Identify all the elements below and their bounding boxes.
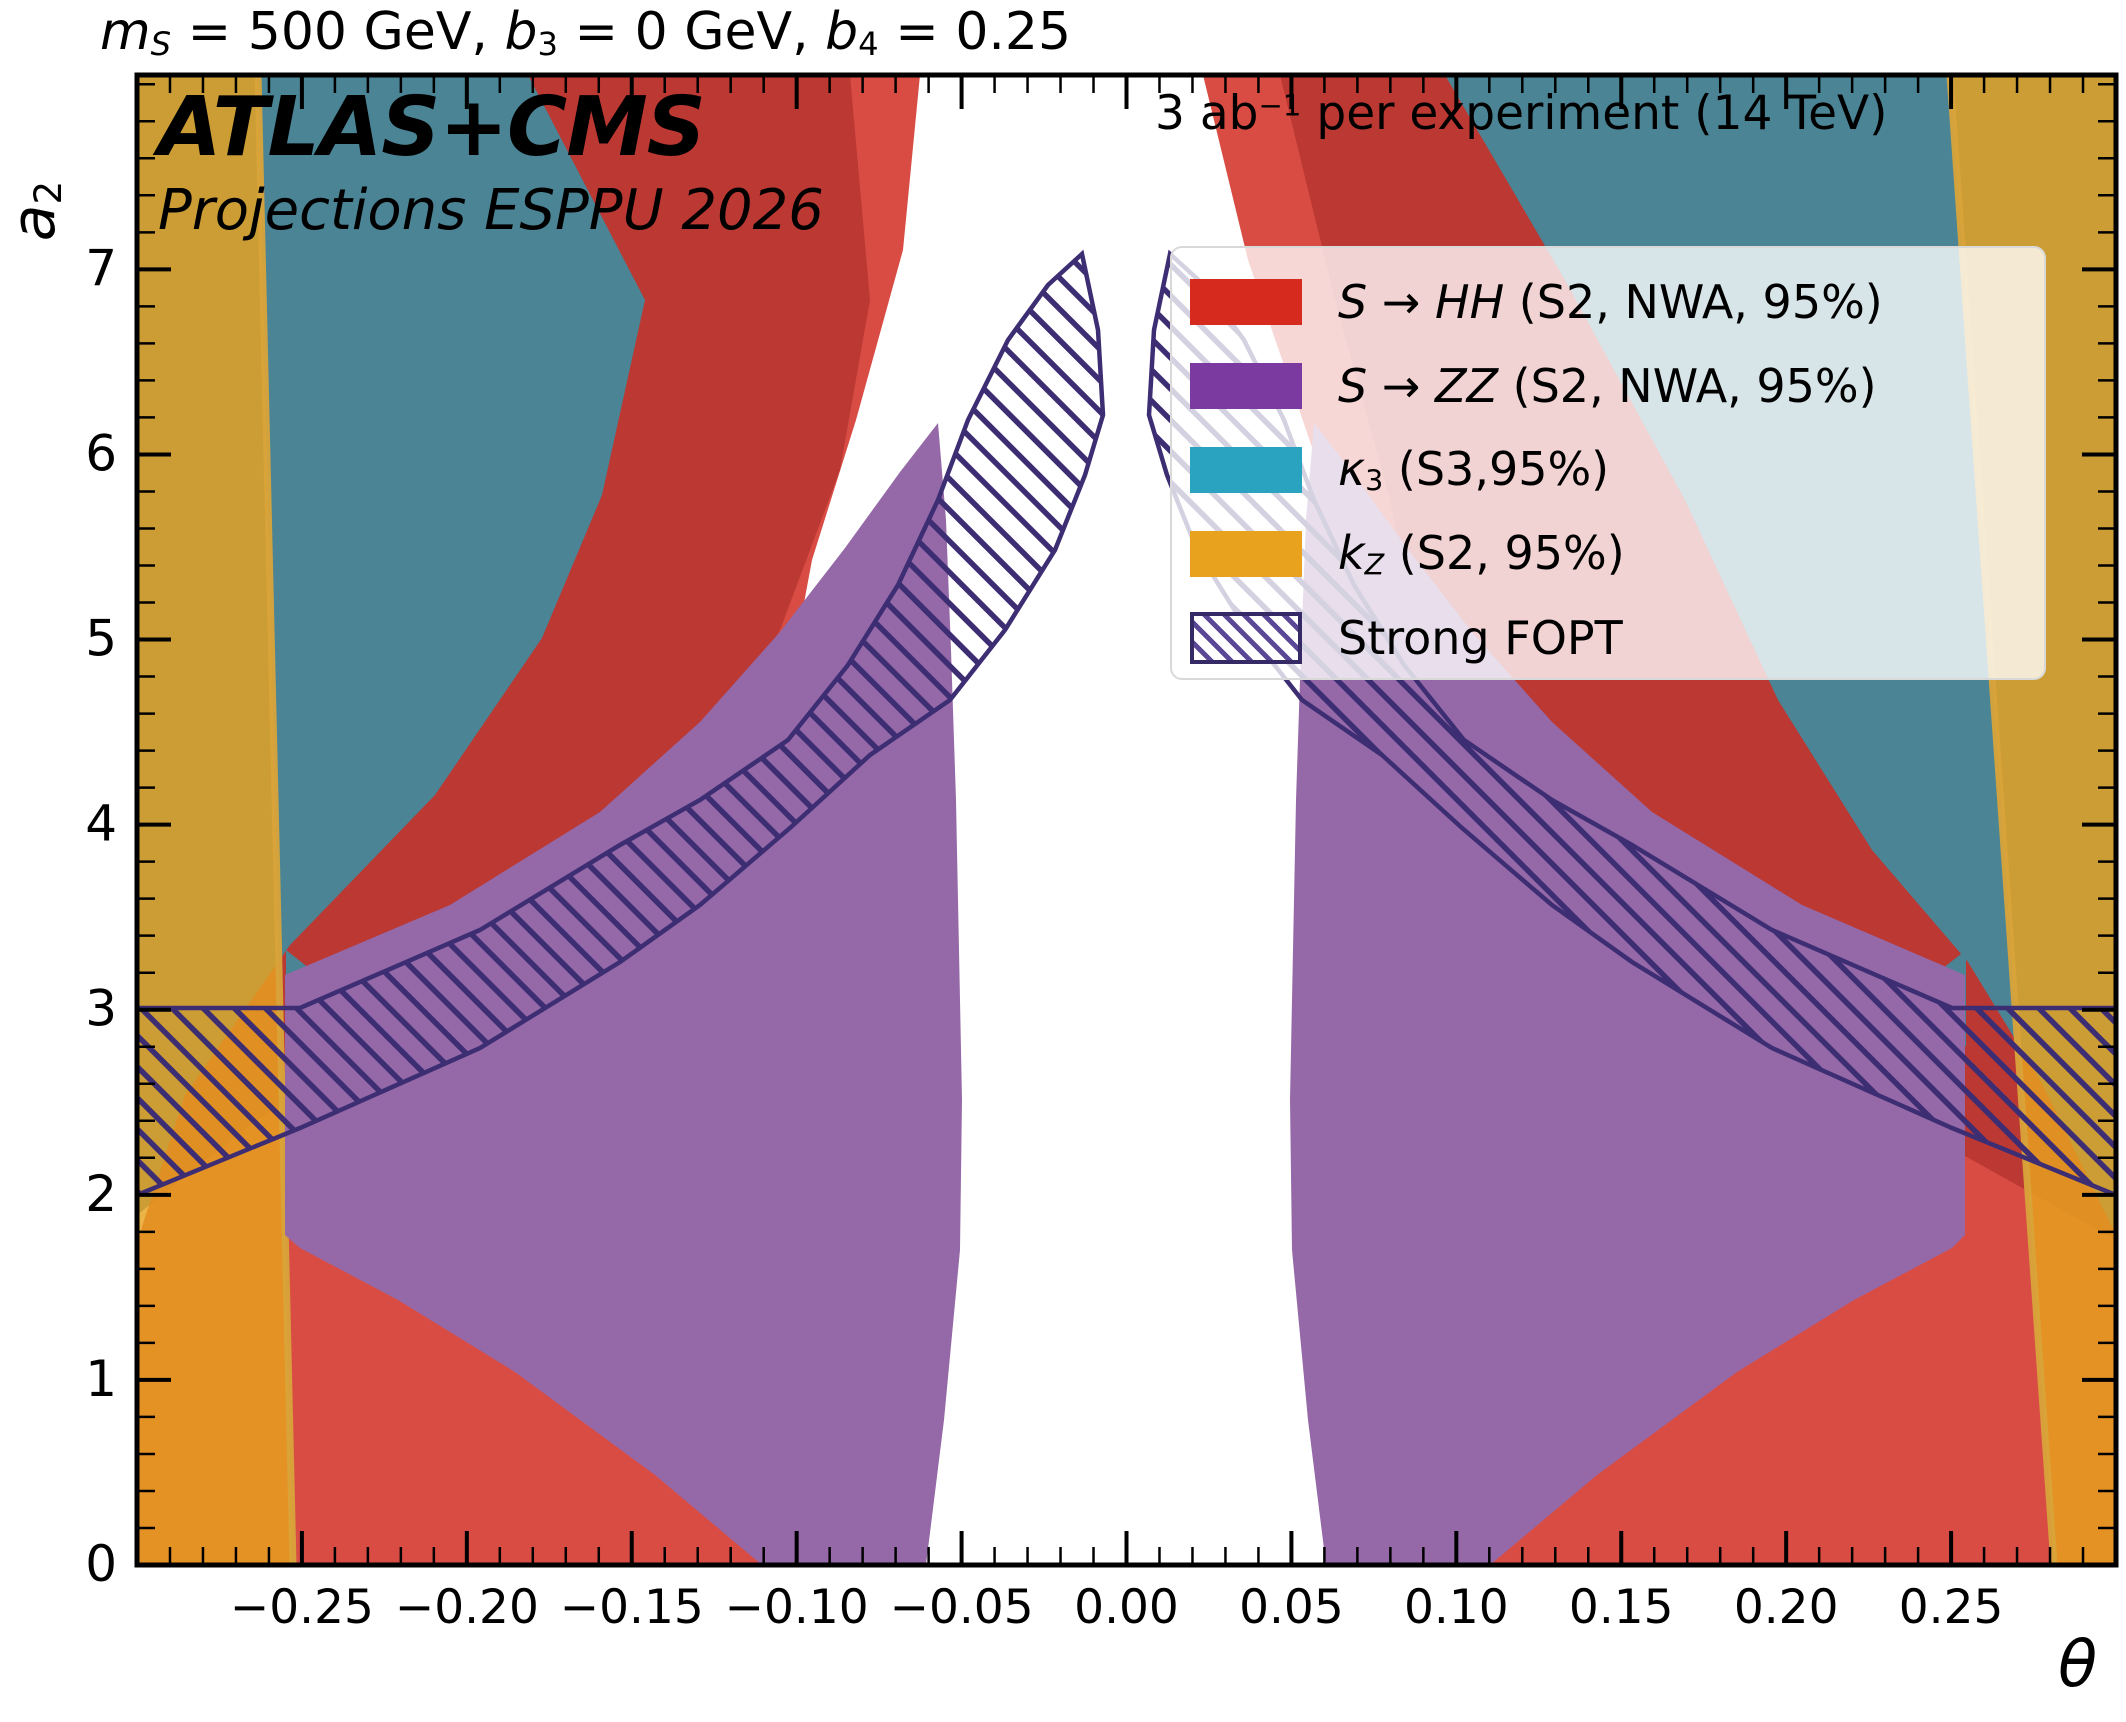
subtitle: Projections ESPPU 2026 <box>158 178 824 243</box>
x-tick-label: 0.25 <box>1899 1580 2004 1635</box>
text-segment: S <box>150 25 172 64</box>
legend-swatch <box>1190 279 1302 325</box>
x-tick-label: 0.15 <box>1569 1580 1674 1635</box>
y-tick-label: 0 <box>85 1535 117 1593</box>
text-segment: −1 <box>1258 88 1302 123</box>
legend-swatch <box>1190 612 1302 664</box>
plot-title: mS = 500 GeV, b3 = 0 GeV, b4 = 0.25 <box>100 2 1071 63</box>
legend-box: S → HH (S2, NWA, 95%) S → ZZ (S2, NWA, 9… <box>1170 246 2046 680</box>
strong-fopt-band-left <box>137 249 1106 1198</box>
y-axis-label: a2 <box>0 151 71 271</box>
text-segment: m <box>100 2 151 62</box>
y-tick-label: 6 <box>85 424 117 482</box>
text-segment: S <box>1338 359 1368 413</box>
text-segment: a <box>0 204 69 242</box>
text-segment: θ <box>2058 1628 2098 1702</box>
tick-labels: −0.25 −0.20 −0.15 −0.10 −0.05 0.00 0.05 0.10 0.1… <box>85 239 2003 1635</box>
legend-swatch <box>1190 447 1302 493</box>
text-segment: (S2, NWA, 95%) <box>1504 275 1883 329</box>
luminosity-annotation: 3 ab−1 per experiment (14 TeV) <box>1155 86 1887 141</box>
text-segment: k <box>1338 526 1365 581</box>
text-segment: → <box>1367 359 1435 413</box>
legend-swatch <box>1190 363 1302 409</box>
kz-edge-left <box>254 75 297 1565</box>
legend-label: Strong FOPT <box>1338 611 1623 665</box>
x-tick-label: −0.20 <box>395 1580 539 1635</box>
ticks-layer <box>135 75 2116 1567</box>
legend-entry-s-to-zz: S → ZZ (S2, NWA, 95%) <box>1190 344 2044 428</box>
text-segment: (S2, 95%) <box>1384 526 1625 581</box>
x-tick-label: 0.05 <box>1239 1580 1344 1635</box>
text-segment: HH <box>1435 275 1505 329</box>
text-segment: κ <box>1338 442 1366 497</box>
text-segment: → <box>1367 275 1435 329</box>
text-segment: S <box>1338 275 1368 329</box>
legend-entry-kappa3: κ3 (S3,95%) <box>1190 428 2044 512</box>
x-tick-label: 0.00 <box>1074 1580 1179 1635</box>
legend-entry-strong-fopt: Strong FOPT <box>1190 596 2044 680</box>
y-tick-label: 2 <box>85 1165 117 1223</box>
text-segment: (S2, NWA, 95%) <box>1498 359 1877 413</box>
x-axis-label: θ <box>2058 1628 2097 1702</box>
legend-swatch <box>1190 531 1302 577</box>
legend-label: S → ZZ (S2, NWA, 95%) <box>1338 359 1877 413</box>
text-segment: Strong FOPT <box>1338 611 1623 665</box>
legend-label: S → HH (S2, NWA, 95%) <box>1338 275 1883 329</box>
x-tick-label: −0.05 <box>890 1580 1034 1635</box>
text-segment: Z <box>1364 548 1385 582</box>
y-tick-label: 5 <box>85 610 117 668</box>
text-segment: = 0.25 <box>878 2 1072 62</box>
legend-label: kZ (S2, 95%) <box>1338 526 1625 581</box>
text-segment: b <box>504 2 538 62</box>
experiment-label: ATLAS+CMS <box>158 80 706 175</box>
text-segment: per experiment (14 TeV) <box>1301 86 1888 141</box>
x-tick-label: 0.10 <box>1404 1580 1509 1635</box>
text-segment: 4 <box>858 25 879 64</box>
legend-label: κ3 (S3,95%) <box>1338 442 1609 497</box>
x-tick-label: −0.15 <box>560 1580 704 1635</box>
kz-region-left <box>137 75 293 1565</box>
y-tick-label: 1 <box>85 1350 117 1408</box>
text-segment: b <box>825 2 859 62</box>
text-segment: = 0 GeV, <box>557 2 826 62</box>
text-segment: = 500 GeV, <box>171 2 505 62</box>
s-to-zz-region-right <box>1290 423 1965 1565</box>
text-segment: 3 <box>537 25 558 64</box>
legend-entry-s-to-hh: S → HH (S2, NWA, 95%) <box>1190 260 2044 344</box>
y-tick-label: 7 <box>85 239 117 297</box>
text-segment: 3 <box>1365 464 1384 498</box>
y-tick-label: 3 <box>85 980 117 1038</box>
legend-entry-kz: kZ (S2, 95%) <box>1190 512 2044 596</box>
s-to-zz-region-left <box>285 423 962 1565</box>
y-tick-label: 4 <box>85 795 117 853</box>
x-tick-label: −0.10 <box>725 1580 869 1635</box>
text-segment: ZZ <box>1435 359 1499 413</box>
x-tick-label: −0.25 <box>230 1580 374 1635</box>
text-segment: (S3,95%) <box>1383 442 1610 497</box>
x-tick-label: 0.20 <box>1734 1580 1839 1635</box>
text-segment: 3 ab <box>1155 86 1259 141</box>
text-segment: 2 <box>26 180 71 205</box>
